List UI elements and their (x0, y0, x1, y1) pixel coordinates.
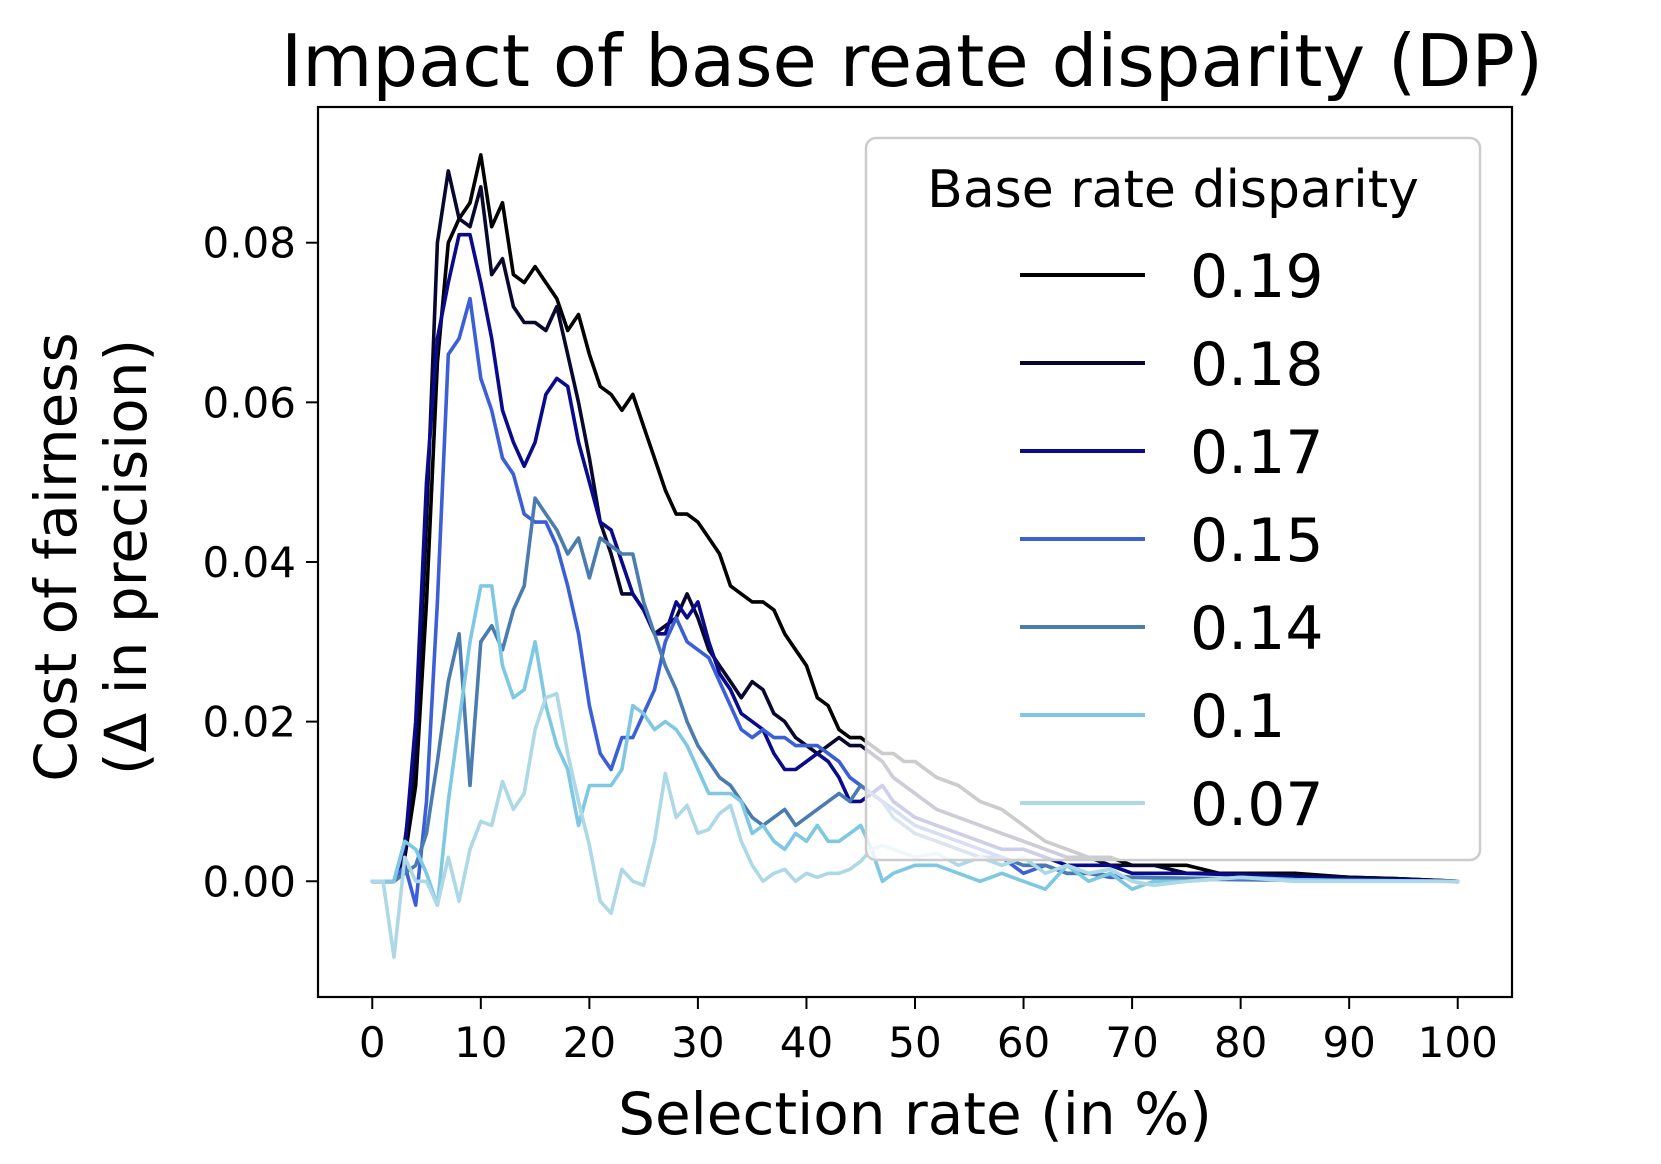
y-axis: 0.00 0.02 0.04 0.06 0.08 (202, 219, 318, 906)
y-tick-label: 0.08 (202, 219, 296, 268)
legend-label-0.15: 0.15 (1190, 506, 1324, 576)
x-tick-label: 0 (359, 1018, 386, 1067)
legend-label-0.1: 0.1 (1190, 682, 1285, 752)
x-tick-label: 100 (1418, 1018, 1498, 1067)
y-tick-label: 0.00 (202, 857, 296, 906)
legend-label-0.07: 0.07 (1190, 770, 1324, 840)
x-tick-label: 60 (997, 1018, 1050, 1067)
x-tick-label: 70 (1105, 1018, 1158, 1067)
legend-label-0.19: 0.19 (1190, 242, 1324, 312)
legend-label-0.18: 0.18 (1190, 330, 1324, 400)
x-tick-label: 90 (1322, 1018, 1375, 1067)
x-tick-label: 50 (888, 1018, 941, 1067)
legend-title: Base rate disparity (927, 160, 1419, 220)
legend-label-0.14: 0.14 (1190, 594, 1324, 664)
x-axis: 0 10 20 30 40 50 60 70 80 90 100 (359, 997, 1498, 1067)
x-tick-label: 20 (563, 1018, 616, 1067)
series-line-0.1 (370, 584, 1460, 907)
series-layer (370, 153, 1460, 959)
series-line-0.07 (370, 691, 1460, 959)
x-tick-label: 80 (1214, 1018, 1267, 1067)
y-axis-label-line1: Cost of fairness (22, 332, 90, 782)
legend-label-0.17: 0.17 (1190, 418, 1324, 488)
y-tick-label: 0.02 (202, 698, 296, 747)
x-tick-label: 10 (454, 1018, 507, 1067)
legend-entries: 0.19 0.18 0.17 0.15 0.14 0.1 0.07 (1020, 242, 1324, 840)
x-axis-label: Selection rate (in %) (618, 1080, 1212, 1148)
y-tick-label: 0.06 (202, 378, 296, 427)
x-tick-label: 40 (780, 1018, 833, 1067)
y-axis-label: Cost of fairness (Δ in precision) (22, 332, 160, 782)
legend-box (864, 136, 1482, 862)
y-axis-label-line2: (Δ in precision) (92, 339, 160, 775)
x-tick-label: 30 (671, 1018, 724, 1067)
legend: Base rate disparity 0.19 0.18 0.17 0.15 0.14… (864, 136, 1482, 862)
y-tick-label: 0.04 (202, 538, 296, 587)
chart-title: Impact of base reate disparity (DP) (281, 19, 1543, 103)
